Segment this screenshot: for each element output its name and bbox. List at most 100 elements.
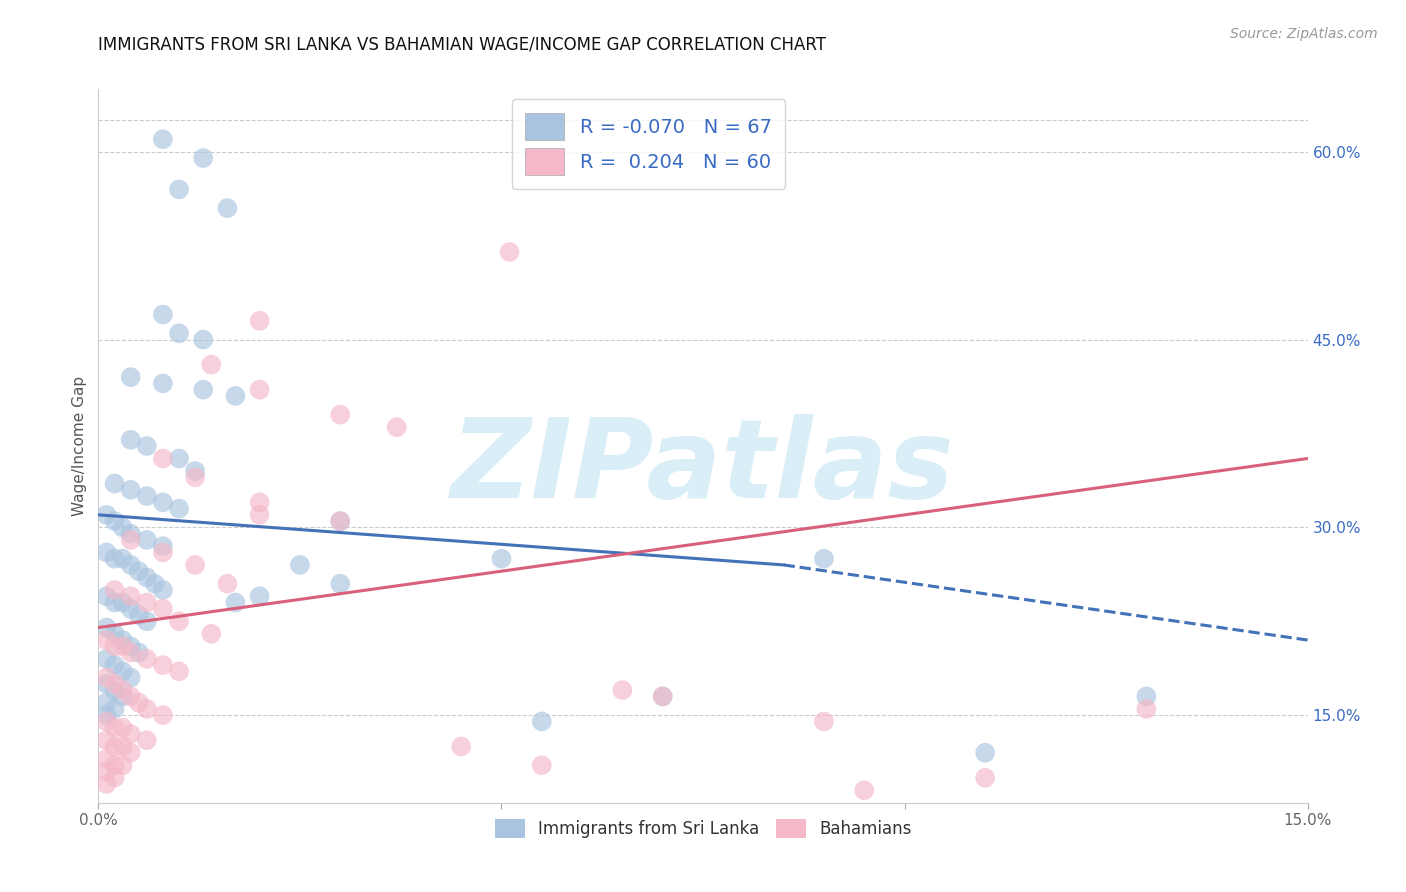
Point <box>103 658 125 673</box>
Point <box>651 690 673 704</box>
Legend: Immigrants from Sri Lanka, Bahamians: Immigrants from Sri Lanka, Bahamians <box>488 812 918 845</box>
Point <box>329 576 352 591</box>
Point <box>96 508 118 522</box>
Point <box>184 558 207 572</box>
Point <box>120 526 142 541</box>
Point <box>167 614 190 628</box>
Point <box>96 633 118 648</box>
Point <box>167 501 190 516</box>
Point <box>96 714 118 729</box>
Point <box>96 545 118 559</box>
Point <box>135 489 157 503</box>
Point <box>491 551 513 566</box>
Point <box>217 201 239 215</box>
Point <box>111 595 134 609</box>
Point <box>288 558 311 572</box>
Point <box>103 627 125 641</box>
Text: Source: ZipAtlas.com: Source: ZipAtlas.com <box>1230 27 1378 41</box>
Point <box>111 758 134 772</box>
Point <box>103 683 125 698</box>
Y-axis label: Wage/Income Gap: Wage/Income Gap <box>72 376 87 516</box>
Point <box>103 721 125 735</box>
Point <box>96 764 118 779</box>
Point <box>111 739 134 754</box>
Point <box>120 589 142 603</box>
Point <box>152 708 174 723</box>
Point <box>200 358 222 372</box>
Point <box>135 652 157 666</box>
Point <box>853 783 876 797</box>
Point <box>184 470 207 484</box>
Point <box>249 589 271 603</box>
Point <box>120 533 142 547</box>
Point <box>612 683 634 698</box>
Point <box>96 752 118 766</box>
Point <box>152 451 174 466</box>
Point <box>103 551 125 566</box>
Point <box>974 746 997 760</box>
Point <box>103 476 125 491</box>
Point <box>120 727 142 741</box>
Point <box>96 589 118 603</box>
Point <box>103 739 125 754</box>
Point <box>96 652 118 666</box>
Point <box>224 389 246 403</box>
Point <box>329 514 352 528</box>
Point <box>1135 702 1157 716</box>
Point <box>128 696 150 710</box>
Point <box>152 582 174 597</box>
Point <box>329 514 352 528</box>
Point <box>249 508 271 522</box>
Point <box>111 665 134 679</box>
Point <box>152 601 174 615</box>
Point <box>167 326 190 341</box>
Point <box>120 558 142 572</box>
Text: IMMIGRANTS FROM SRI LANKA VS BAHAMIAN WAGE/INCOME GAP CORRELATION CHART: IMMIGRANTS FROM SRI LANKA VS BAHAMIAN WA… <box>98 36 827 54</box>
Point <box>152 545 174 559</box>
Point <box>103 514 125 528</box>
Point <box>103 595 125 609</box>
Point <box>167 451 190 466</box>
Point <box>120 646 142 660</box>
Point <box>103 771 125 785</box>
Point <box>128 564 150 578</box>
Point <box>96 621 118 635</box>
Point <box>143 576 166 591</box>
Point <box>120 433 142 447</box>
Point <box>152 376 174 391</box>
Point <box>103 677 125 691</box>
Point <box>128 646 150 660</box>
Point <box>152 658 174 673</box>
Point <box>200 627 222 641</box>
Point <box>120 746 142 760</box>
Point <box>120 640 142 654</box>
Point <box>111 520 134 534</box>
Point <box>111 640 134 654</box>
Point <box>224 595 246 609</box>
Point <box>1135 690 1157 704</box>
Point <box>111 633 134 648</box>
Point <box>103 758 125 772</box>
Point <box>974 771 997 785</box>
Point <box>152 308 174 322</box>
Point <box>530 758 553 772</box>
Point <box>120 671 142 685</box>
Point <box>120 601 142 615</box>
Point <box>167 182 190 196</box>
Point <box>103 582 125 597</box>
Point <box>120 690 142 704</box>
Point <box>385 420 408 434</box>
Point <box>120 483 142 497</box>
Point <box>96 677 118 691</box>
Point <box>813 551 835 566</box>
Point <box>96 671 118 685</box>
Point <box>217 576 239 591</box>
Point <box>813 714 835 729</box>
Point <box>152 132 174 146</box>
Point <box>103 702 125 716</box>
Point <box>152 539 174 553</box>
Point <box>135 702 157 716</box>
Point <box>96 708 118 723</box>
Point <box>193 383 215 397</box>
Point <box>96 696 118 710</box>
